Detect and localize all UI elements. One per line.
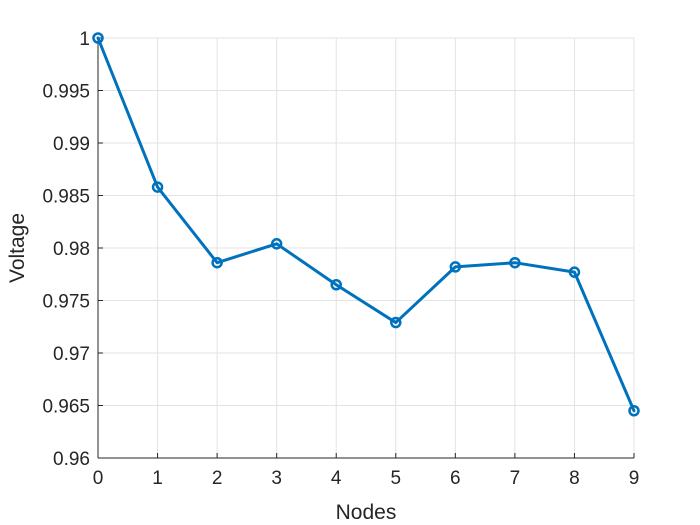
x-tick-label: 8 — [569, 468, 580, 489]
x-tick-label: 3 — [271, 468, 282, 489]
axes — [97, 37, 635, 459]
y-tick-label: 0.985 — [42, 187, 90, 208]
data-point-marker — [270, 238, 283, 250]
y-axis-title: Voltage — [6, 213, 29, 283]
data-point-marker — [449, 261, 462, 273]
data-point-marker — [628, 405, 640, 417]
x-tick-label: 1 — [152, 468, 163, 489]
series — [92, 32, 640, 417]
data-point-marker — [92, 32, 104, 44]
y-tick-label: 0.98 — [53, 239, 90, 260]
x-tick-label: 6 — [450, 468, 461, 489]
y-tick-label: 0.995 — [42, 82, 90, 103]
y-tick-label: 0.96 — [53, 449, 90, 470]
series-line — [96, 36, 636, 413]
y-tick-label: 0.965 — [42, 397, 90, 418]
x-tick-label: 7 — [510, 468, 521, 489]
tick-labels: 0 1 2 3 4 5 6 7 8 9 0.96 0.965 0.97 0.975 0.98 0.985 0.9… — [42, 29, 639, 489]
x-tick-label: 9 — [629, 468, 640, 489]
x-tick-label: 0 — [93, 468, 104, 489]
x-tick-label: 2 — [212, 468, 223, 489]
data-point-marker — [330, 279, 342, 291]
y-tick-label: 0.975 — [42, 292, 90, 313]
data-point-marker — [151, 181, 164, 193]
x-tick-label: 5 — [390, 468, 401, 489]
data-point-marker — [568, 266, 581, 278]
data-point-marker — [211, 256, 223, 269]
data-point-marker — [509, 256, 521, 269]
y-tick-label: 1 — [79, 29, 90, 50]
data-point-marker — [390, 316, 402, 329]
y-tick-label: 0.99 — [53, 134, 90, 155]
y-tick-label: 0.97 — [53, 344, 90, 365]
x-tick-label: 4 — [331, 468, 342, 489]
x-axis-title: Nodes — [336, 501, 397, 524]
